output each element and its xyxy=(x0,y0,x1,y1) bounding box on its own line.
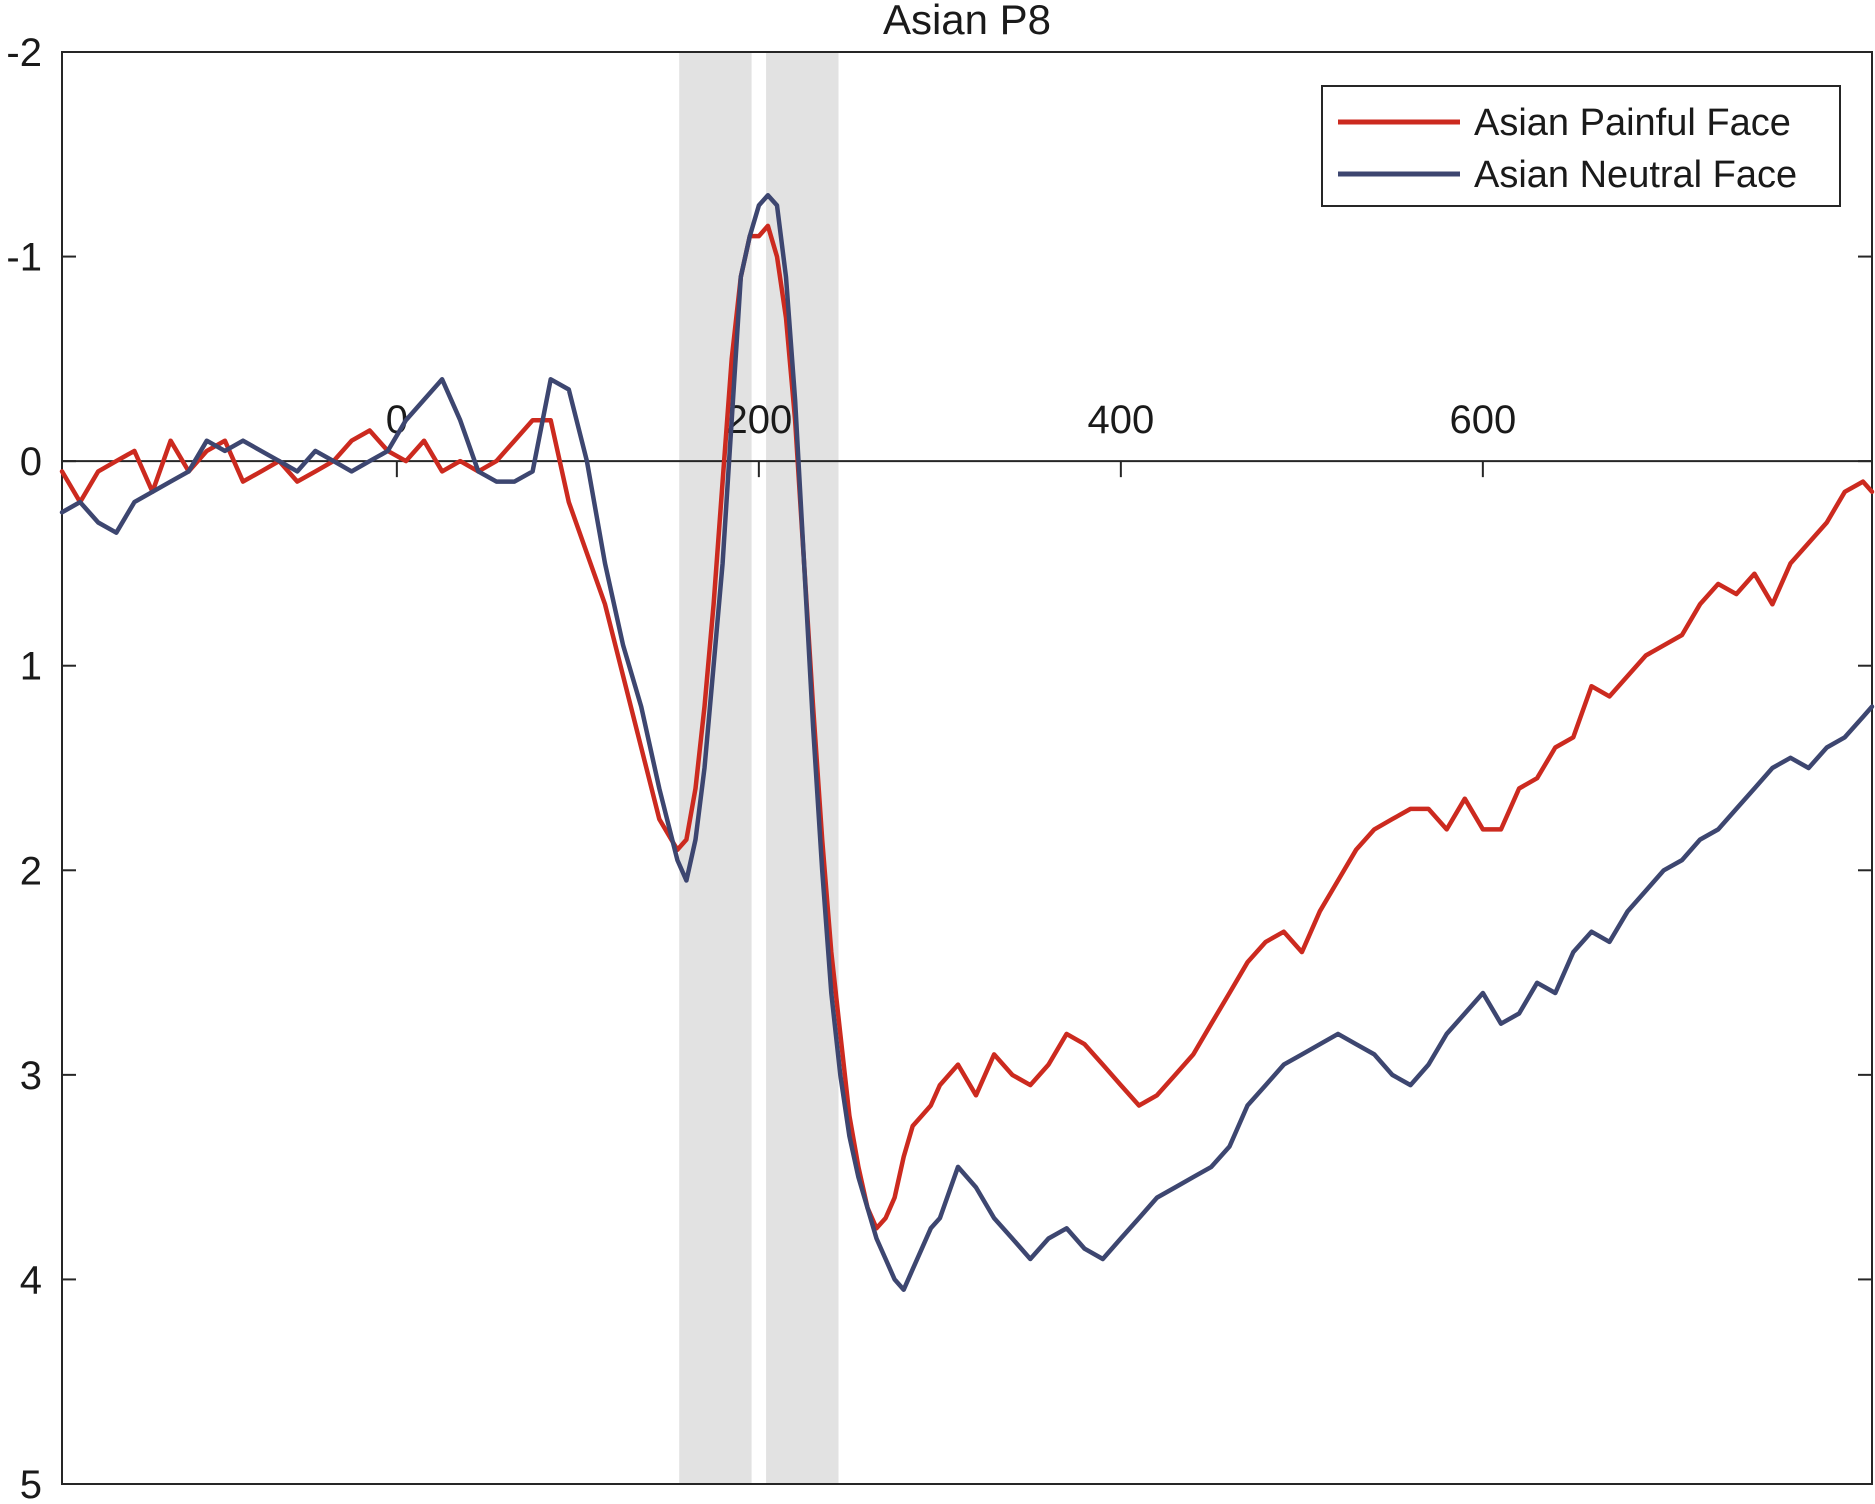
y-tick-label: 2 xyxy=(20,849,42,893)
x-tick-label: 200 xyxy=(725,398,792,442)
x-tick-label: 400 xyxy=(1087,398,1154,442)
series-layer xyxy=(59,192,1875,1292)
legend: Asian Painful Face Asian Neutral Face xyxy=(1321,85,1841,207)
y-tick-label: 1 xyxy=(20,645,42,689)
x-tick-label: 0 xyxy=(386,398,408,442)
series-line-2 xyxy=(59,192,1875,1292)
legend-items: Asian Painful Face Asian Neutral Face xyxy=(1338,102,1797,196)
x-tick-label: 600 xyxy=(1449,398,1516,442)
y-tick-label: 0 xyxy=(20,440,42,484)
shaded-window-2 xyxy=(766,52,839,1484)
chart-title: Asian P8 xyxy=(883,0,1051,43)
plot-frame xyxy=(61,51,1873,1485)
y-tick-label: 5 xyxy=(20,1463,42,1499)
y-tick-label: 3 xyxy=(20,1054,42,1098)
y-axis: -2 -1 0 1 2 3 4 5 xyxy=(6,31,1872,1504)
x-axis: 0 200 400 600 xyxy=(62,398,1872,478)
legend-label-1: Asian Painful Face xyxy=(1474,102,1791,144)
legend-label-2: Asian Neutral Face xyxy=(1474,154,1797,196)
y-tick-label: 4 xyxy=(20,1258,42,1302)
series-line-1 xyxy=(59,223,1875,1231)
y-tick-label: -2 xyxy=(6,31,42,75)
legend-box xyxy=(1321,85,1841,207)
y-tick-label: -1 xyxy=(6,236,42,280)
